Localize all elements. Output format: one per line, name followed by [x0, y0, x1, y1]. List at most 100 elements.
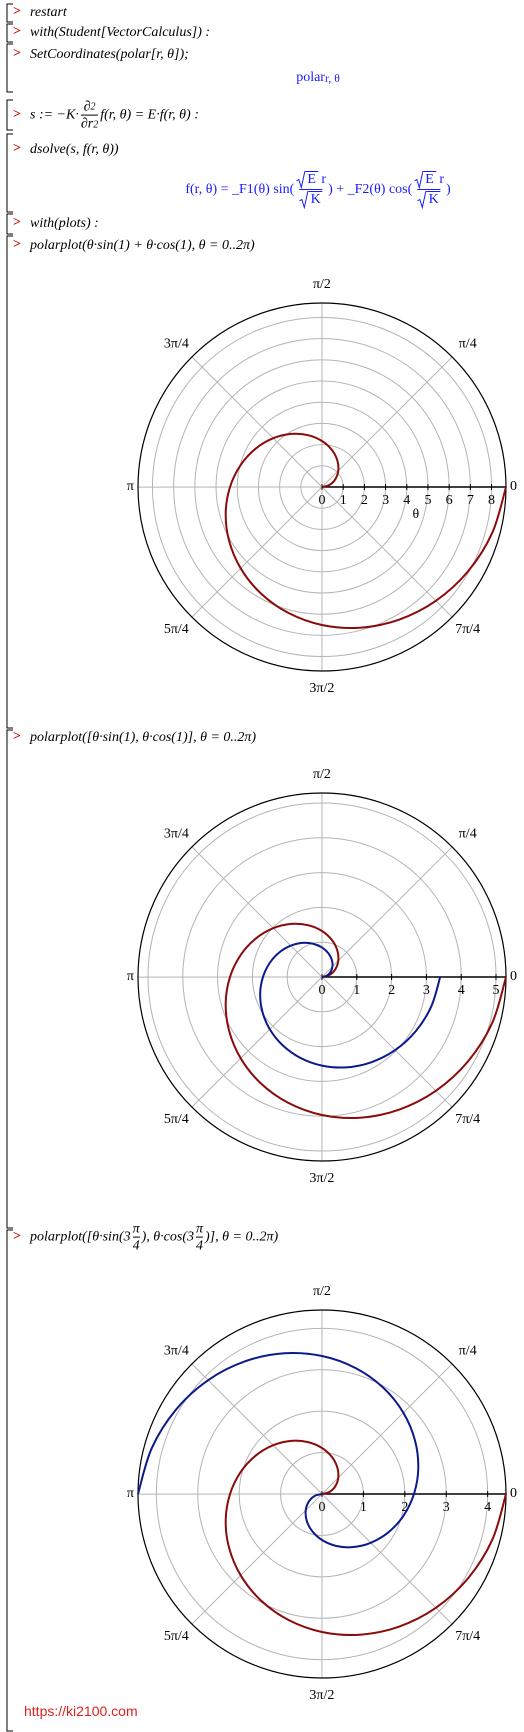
grid-spoke: [191, 846, 323, 978]
group-bracket: [6, 213, 13, 235]
group-bracket: [6, 729, 13, 1229]
prompt: >: [13, 107, 21, 122]
angle-tick-label: π/4: [459, 336, 477, 351]
group-bracket: [6, 235, 13, 729]
group-bracket: [6, 43, 13, 93]
prompt: >: [13, 141, 21, 156]
numerator: π: [196, 1222, 203, 1237]
angle-tick-label: π/4: [459, 1343, 477, 1358]
angle-tick-label: 3π/2: [309, 1688, 334, 1703]
prompt: >: [13, 46, 21, 61]
radical-sign: [299, 191, 309, 209]
input-line: restart: [30, 5, 67, 21]
superscript: 2: [93, 119, 98, 130]
radical-stroke: [414, 171, 424, 189]
radial-tick-label: 3: [443, 1500, 450, 1515]
input-line: s := −K· ∂ 2 ∂r 2 f(r, θ) = E·f(r, θ) :: [30, 100, 199, 133]
math-text: f(r, θ) = _F1(θ) sin(: [185, 182, 295, 197]
group-bracket: [6, 133, 13, 213]
group-bracket: [6, 3, 13, 23]
math-text: with(plots) :: [30, 216, 99, 231]
math-text: π: [132, 1221, 140, 1237]
math-text: 2: [90, 101, 96, 113]
polar-curve: [259, 941, 442, 1069]
radial-axis-label: θ: [412, 507, 419, 522]
input-line: polarplot([θ·sin(3 π 4), θ·cos(3 π 4)], θ = …: [30, 1222, 278, 1255]
radial-tick-label: 1: [353, 983, 360, 998]
prompt: >: [13, 729, 21, 744]
angle-tick-label: 3π/4: [164, 1343, 189, 1358]
group-bracket: [6, 1229, 13, 1732]
grid-spoke: [321, 1363, 453, 1495]
math-text: r, θ: [324, 71, 340, 85]
radial-tick-label: 4: [484, 1500, 491, 1515]
radial-tick-label: 2: [388, 983, 395, 998]
math-text: ∂: [83, 99, 91, 115]
fraction: ∂ 2 ∂r 2: [80, 100, 99, 133]
input-line: dsolve(s, f(r, θ)): [30, 142, 119, 158]
radial-tick-label: 0: [319, 493, 326, 508]
angle-tick-label: 3π/2: [309, 681, 334, 696]
math-text: polarplot([θ·sin(1), θ·cos(1)], θ = 0..2…: [30, 730, 257, 745]
radial-tick-label: 2: [361, 493, 368, 508]
radicand: K: [308, 191, 323, 209]
math-text: s := −K·: [30, 108, 79, 123]
angle-tick-label: π: [127, 479, 134, 494]
radial-tick-label: 5: [424, 493, 431, 508]
radial-tick-label: 2: [401, 1500, 408, 1515]
angle-tick-label: 7π/4: [455, 1629, 480, 1644]
math-text: f(r, θ) = E·f(r, θ) :: [100, 108, 199, 123]
radial-tick-label: 8: [488, 493, 495, 508]
prompt: >: [13, 1229, 21, 1244]
angle-tick-label: 3π/4: [164, 336, 189, 351]
square-root: E: [296, 171, 318, 189]
math-text: SetCoordinates(polar[r, θ]);: [30, 47, 189, 62]
grid-spoke: [191, 976, 323, 1108]
angle-tick-label: π/2: [313, 1284, 331, 1299]
grid-spoke: [191, 486, 323, 618]
grid-spoke: [321, 486, 453, 618]
angle-tick-label: 5π/4: [164, 622, 189, 637]
math-text: 4: [196, 1239, 203, 1254]
grid-spoke: [191, 1493, 323, 1625]
square-root: E: [414, 171, 436, 189]
output-line: f(r, θ) = _F1(θ) sin(E r K) + _F2(θ) cos(…: [185, 171, 451, 209]
math-text: ∂r: [80, 117, 94, 132]
math-text: K: [428, 192, 439, 207]
grid-spoke: [321, 846, 453, 978]
angle-tick-label: 5π/4: [164, 1112, 189, 1127]
prompt: >: [13, 237, 21, 252]
radial-tick-label: 4: [403, 493, 410, 508]
watermark: https://ki2100.com: [24, 1703, 138, 1719]
numerator: E r: [296, 171, 326, 189]
math-text: ), θ·cos(3: [141, 1230, 194, 1245]
prompt: >: [13, 215, 21, 230]
polar-curve: [137, 1352, 420, 1549]
math-text: polar: [296, 70, 325, 85]
numerator: ∂ 2: [84, 100, 96, 115]
angle-tick-label: 0: [510, 479, 517, 494]
radial-tick-label: 7: [467, 493, 474, 508]
radicand: E: [305, 171, 318, 189]
denominator: K: [417, 189, 441, 209]
input-line: polarplot(θ·sin(1) + θ·cos(1), θ = 0..2π…: [30, 238, 255, 254]
radial-tick-label: 1: [360, 1500, 367, 1515]
input-line: SetCoordinates(polar[r, θ]);: [30, 47, 189, 63]
fraction: E r K: [296, 171, 326, 209]
grid-spoke: [321, 356, 453, 488]
polar-curve: [224, 922, 507, 1120]
radical-sign: [414, 171, 424, 189]
math-text: polarplot([θ·sin(3: [30, 1230, 131, 1245]
square-root: K: [299, 191, 323, 209]
input-line: with(Student[VectorCalculus]) :: [30, 25, 210, 41]
radical-sign: [296, 171, 306, 189]
angle-tick-label: 5π/4: [164, 1629, 189, 1644]
radical-stroke: [299, 191, 309, 209]
grid-spoke: [321, 976, 453, 1108]
math-text: ): [446, 182, 451, 197]
math-text: restart: [30, 5, 67, 20]
math-text: )], θ = 0..2π): [205, 1230, 279, 1245]
angle-tick-label: 7π/4: [455, 1112, 480, 1127]
